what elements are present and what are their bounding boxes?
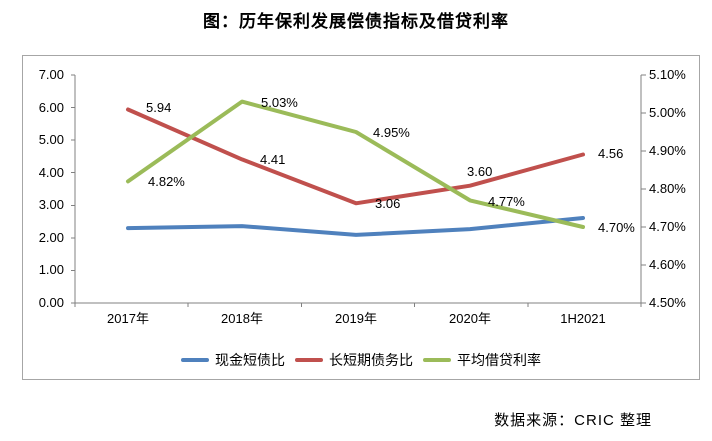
- left-axis-tick-label: 2.00: [38, 229, 64, 245]
- data-point-label: 4.41: [260, 152, 286, 168]
- legend-line-swatch-red: [295, 358, 323, 362]
- x-axis-category-label: 2018年: [221, 311, 263, 326]
- right-axis-tick-label: 4.60%: [649, 257, 686, 272]
- legend-item-long-short-debt-ratio: 长短期债务比: [295, 351, 413, 369]
- right-axis-tick-label: 4.70%: [649, 219, 686, 234]
- right-axis-tick-label: 4.90%: [649, 143, 686, 158]
- left-axis-tick-label: 6.00: [38, 99, 64, 115]
- data-source-note: 数据来源：CRIC 整理: [494, 412, 652, 429]
- x-axis-category-label: 2017年: [107, 311, 149, 326]
- right-axis-tick-label: 5.00%: [649, 105, 686, 120]
- chart-title: 图：历年保利发展偿债指标及借贷利率: [203, 12, 509, 31]
- x-axis-category-label: 2019年: [335, 311, 377, 326]
- right-axis-tick-label: 4.50%: [649, 295, 686, 310]
- left-axis-tick-label: 4.00: [38, 164, 64, 180]
- data-point-label: 4.95%: [373, 125, 410, 140]
- left-axis-tick-label: 7.00: [38, 67, 64, 82]
- legend-label-avg-borrowing-rate: 平均借贷利率: [457, 352, 541, 368]
- data-point-label: 5.03%: [261, 94, 298, 110]
- right-axis-tick-label: 4.80%: [649, 181, 686, 196]
- data-point-label: 4.82%: [148, 174, 185, 190]
- x-axis-category-label: 2020年: [449, 311, 491, 326]
- data-point-label: 4.77%: [488, 194, 525, 210]
- left-axis-tick-label: 0.00: [38, 295, 64, 310]
- data-point-label: 4.70%: [598, 220, 635, 235]
- left-axis-tick-label: 3.00: [38, 197, 64, 213]
- chart-legend: 现金短债比 长短期债务比 平均借贷利率: [22, 350, 700, 370]
- legend-item-avg-borrowing-rate: 平均借贷利率: [423, 351, 541, 369]
- legend-label-cash-short-debt-ratio: 现金短债比: [215, 352, 285, 368]
- data-point-label: 5.94: [146, 99, 172, 115]
- x-axis-category-label: 1H2021: [560, 311, 606, 326]
- left-axis-tick-label: 1.00: [38, 262, 64, 278]
- chart-frame: [22, 55, 700, 380]
- right-axis-tick-label: 5.10%: [649, 67, 686, 82]
- legend-item-cash-short-debt-ratio: 现金短债比: [181, 351, 285, 369]
- legend-label-long-short-debt-ratio: 长短期债务比: [329, 352, 413, 368]
- left-axis-tick-label: 5.00: [38, 132, 64, 148]
- legend-line-swatch-blue: [181, 358, 209, 362]
- legend-line-swatch-green: [423, 358, 451, 362]
- data-point-label: 3.06: [375, 196, 401, 212]
- data-point-label: 3.60: [467, 163, 493, 179]
- data-point-label: 4.56: [598, 146, 624, 162]
